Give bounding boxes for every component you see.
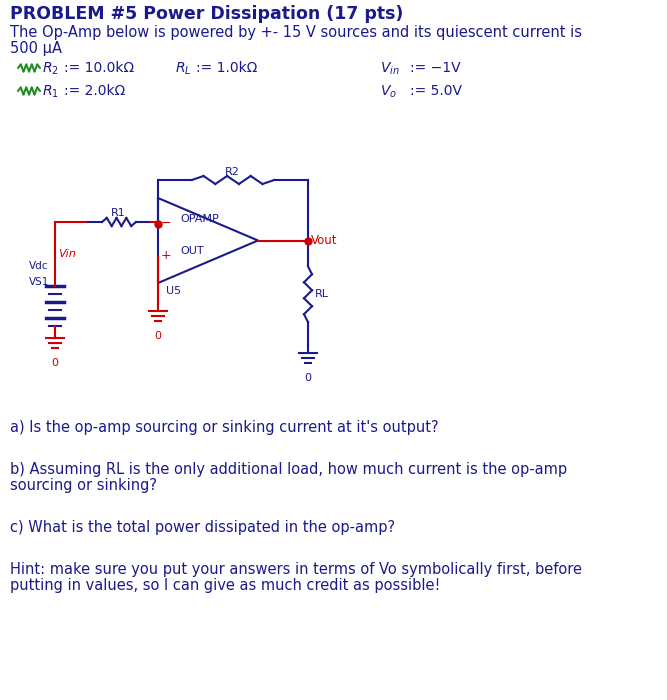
- Text: := 5.0V: := 5.0V: [410, 84, 462, 98]
- Text: $R_L$: $R_L$: [175, 61, 191, 78]
- Text: 500 μA: 500 μA: [10, 41, 62, 56]
- Text: Hint: make sure you put your answers in terms of Vo symbolically first, before: Hint: make sure you put your answers in …: [10, 562, 582, 577]
- Text: Vin: Vin: [58, 249, 76, 259]
- Text: 0: 0: [154, 331, 161, 341]
- Text: Vout: Vout: [311, 234, 338, 248]
- Text: U5: U5: [166, 286, 181, 296]
- Text: −: −: [161, 217, 171, 230]
- Text: := −1V: := −1V: [410, 61, 461, 75]
- Text: OPAMP: OPAMP: [180, 214, 219, 224]
- Text: The Op-Amp below is powered by +- 15 V sources and its quiescent current is: The Op-Amp below is powered by +- 15 V s…: [10, 25, 582, 40]
- Text: R1: R1: [111, 208, 126, 218]
- Text: := 1.0kΩ: := 1.0kΩ: [196, 61, 257, 75]
- Text: putting in values, so I can give as much credit as possible!: putting in values, so I can give as much…: [10, 578, 440, 593]
- Text: c) What is the total power dissipated in the op-amp?: c) What is the total power dissipated in…: [10, 520, 395, 535]
- Text: +: +: [161, 249, 171, 262]
- Text: $V_{in}$: $V_{in}$: [380, 61, 400, 78]
- Text: OUT: OUT: [180, 246, 203, 256]
- Text: RL: RL: [315, 289, 329, 300]
- Text: 0: 0: [304, 373, 311, 383]
- Text: b) Assuming RL is the only additional load, how much current is the op-amp: b) Assuming RL is the only additional lo…: [10, 462, 567, 477]
- Text: 0: 0: [51, 358, 58, 368]
- Text: sourcing or sinking?: sourcing or sinking?: [10, 478, 157, 493]
- Text: := 2.0kΩ: := 2.0kΩ: [64, 84, 125, 98]
- Text: $R_1$: $R_1$: [42, 84, 59, 100]
- Text: R2: R2: [225, 167, 240, 177]
- Text: $V_o$: $V_o$: [380, 84, 397, 100]
- Text: VS1: VS1: [29, 277, 49, 287]
- Text: a) Is the op-amp sourcing or sinking current at it's output?: a) Is the op-amp sourcing or sinking cur…: [10, 420, 439, 435]
- Text: := 10.0kΩ: := 10.0kΩ: [64, 61, 134, 75]
- Text: PROBLEM #5 Power Dissipation (17 pts): PROBLEM #5 Power Dissipation (17 pts): [10, 5, 404, 23]
- Text: $R_2$: $R_2$: [42, 61, 59, 78]
- Text: Vdc: Vdc: [29, 261, 49, 271]
